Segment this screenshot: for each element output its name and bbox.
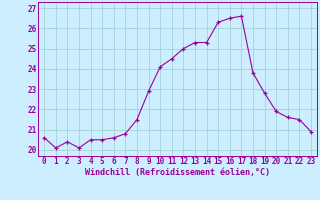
X-axis label: Windchill (Refroidissement éolien,°C): Windchill (Refroidissement éolien,°C) [85, 168, 270, 177]
